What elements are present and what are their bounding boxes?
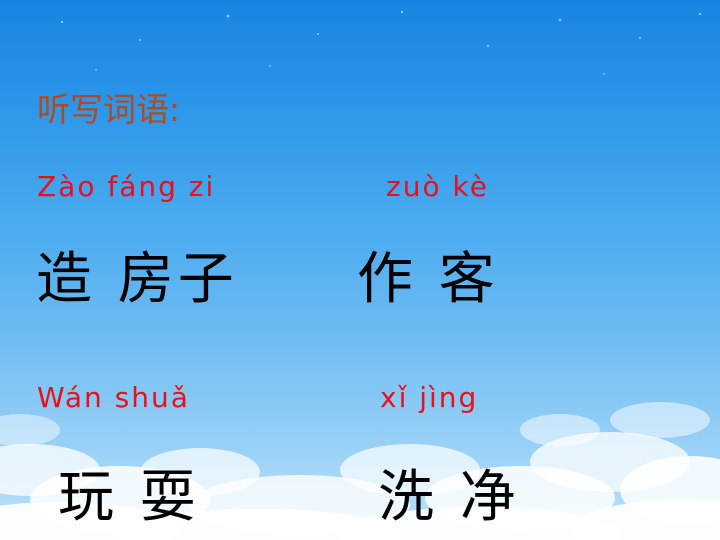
hanzi-zuo-ke: 作 客 <box>357 247 499 312</box>
hanzi-zao-fang-zi: 造 房子 <box>36 247 238 312</box>
pinyin-wan-shua: Wán shuǎ <box>37 381 190 414</box>
hanzi-xi-jing: 洗 净 <box>378 465 520 530</box>
hanzi-wan-shua: 玩 耍 <box>58 465 200 530</box>
clouds <box>0 402 720 540</box>
pinyin-xi-jing: xǐ jìng <box>380 381 479 414</box>
sparkle-dots <box>60 10 702 75</box>
pinyin-zuo-ke: zuò kè <box>386 170 489 203</box>
slide-title: 听写词语: <box>37 90 181 129</box>
pinyin-zao-fang-zi: Zào fáng zi <box>37 170 216 203</box>
